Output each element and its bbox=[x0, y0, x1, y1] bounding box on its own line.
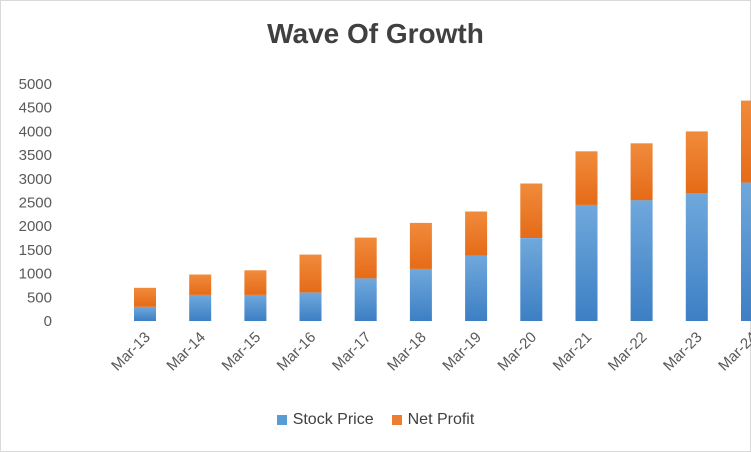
y-tick-label: 2500 bbox=[19, 195, 52, 212]
x-tick-label: Mar-18 bbox=[384, 329, 430, 375]
bar-stock-price-mar-18 bbox=[409, 268, 432, 321]
bar-stock-price-mar-20 bbox=[520, 238, 543, 321]
y-tick-label: 5000 bbox=[19, 76, 52, 93]
bar-net-profit-mar-23 bbox=[685, 131, 708, 193]
chart-title: Wave Of Growth bbox=[267, 18, 484, 49]
x-tick-label: Mar-19 bbox=[439, 329, 485, 375]
legend-item-net-profit: Net Profit bbox=[391, 411, 475, 429]
bar-net-profit-mar-16 bbox=[299, 254, 322, 293]
bar-net-profit-mar-22 bbox=[630, 143, 653, 201]
bar-net-profit-mar-15 bbox=[244, 270, 267, 295]
bar-net-profit-mar-17 bbox=[354, 237, 377, 279]
y-tick-label: 1500 bbox=[19, 242, 52, 259]
y-tick-label: 4000 bbox=[19, 123, 52, 140]
x-tick-label: Mar-20 bbox=[494, 329, 540, 375]
legend-label-stock-price: Stock Price bbox=[292, 411, 374, 428]
y-tick-label: 2000 bbox=[19, 218, 52, 235]
bar-stock-price-mar-13 bbox=[134, 306, 156, 321]
bar-net-profit-mar-14 bbox=[189, 274, 212, 295]
x-tick-label: Mar-21 bbox=[550, 329, 596, 375]
y-tick-label: 0 bbox=[44, 313, 52, 330]
bar-net-profit-mar-21 bbox=[575, 151, 598, 205]
bar-stock-price-mar-16 bbox=[299, 292, 322, 321]
legend-swatch-stock-price bbox=[276, 415, 287, 425]
x-tick-label: Mar-23 bbox=[660, 329, 706, 375]
bar-stock-price-mar-17 bbox=[354, 278, 377, 321]
x-tick-label: Mar-22 bbox=[605, 329, 651, 375]
y-tick-label: 1000 bbox=[19, 266, 52, 283]
legend-item-stock-price: Stock Price bbox=[276, 411, 374, 429]
x-tick-label: Mar-15 bbox=[219, 329, 265, 375]
x-tick-label: Mar-16 bbox=[274, 329, 320, 375]
y-tick-label: 3000 bbox=[19, 171, 52, 188]
bar-stock-price-mar-23 bbox=[685, 193, 708, 321]
bar-stock-price-mar-19 bbox=[465, 255, 488, 321]
y-tick-label: 500 bbox=[27, 289, 52, 306]
bar-net-profit-mar-20 bbox=[520, 183, 543, 238]
bar-net-profit-mar-19 bbox=[465, 211, 488, 256]
bar-stock-price-mar-22 bbox=[630, 200, 653, 321]
x-tick-label: Mar-24 bbox=[715, 329, 751, 375]
x-tick-label: Mar-17 bbox=[329, 329, 375, 375]
x-tick-label: Mar-14 bbox=[163, 329, 209, 375]
bar-net-profit-mar-13 bbox=[134, 287, 156, 307]
legend: Stock Price Net Profit bbox=[0, 411, 751, 429]
bar-net-profit-mar-24 bbox=[741, 100, 751, 183]
bar-stock-price-mar-15 bbox=[244, 294, 267, 321]
y-tick-label: 4500 bbox=[19, 100, 52, 117]
legend-label-net-profit: Net Profit bbox=[407, 411, 475, 428]
bar-net-profit-mar-18 bbox=[409, 222, 432, 269]
bar-stock-price-mar-21 bbox=[575, 204, 598, 321]
bar-stock-price-mar-14 bbox=[189, 294, 212, 321]
bar-stock-price-mar-24 bbox=[741, 182, 751, 321]
legend-swatch-net-profit bbox=[391, 415, 402, 425]
y-tick-label: 3500 bbox=[19, 147, 52, 164]
x-tick-label: Mar-13 bbox=[108, 329, 154, 375]
